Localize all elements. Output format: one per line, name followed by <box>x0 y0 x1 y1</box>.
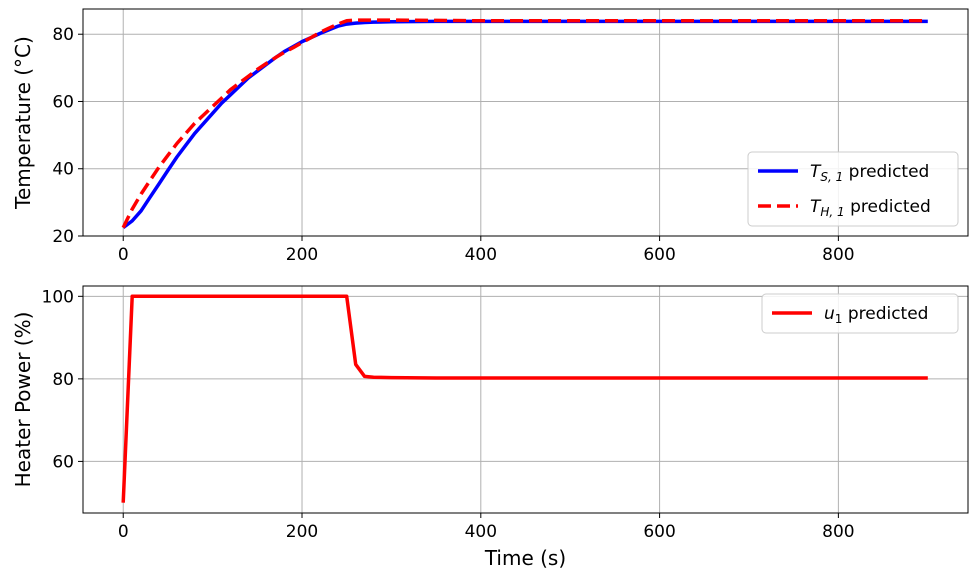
x-tick-label: 600 <box>643 245 675 265</box>
y-tick-label: 100 <box>42 287 74 307</box>
y-axis-label: Heater Power (%) <box>11 312 35 488</box>
plot-frame <box>82 285 969 514</box>
x-tick-label: 0 <box>118 522 129 542</box>
y-axis-label: Temperature (°C) <box>11 36 35 210</box>
legend-box <box>747 151 959 227</box>
x-tick-label: 0 <box>118 245 129 265</box>
legend: u1 predicted <box>761 293 959 334</box>
x-tick-label: 800 <box>822 522 854 542</box>
y-tick-label: 20 <box>52 227 74 247</box>
y-tick-label: 60 <box>52 92 74 112</box>
legend-label-1: TS, 1 predicted <box>810 162 929 184</box>
series-line-1-2 <box>121 18 928 229</box>
x-tick-label: 400 <box>465 245 497 265</box>
series-line-2-1 <box>121 294 928 503</box>
x-tick-label: 400 <box>465 522 497 542</box>
y-tick-label: 40 <box>52 160 74 180</box>
y-tick-label: 80 <box>52 25 74 45</box>
legend: TS, 1 predicted TH, 1 predicted <box>747 151 959 227</box>
legend-label-1: u1 predicted <box>824 304 928 326</box>
y-tick-label: 80 <box>52 370 74 390</box>
x-tick-label: 800 <box>822 245 854 265</box>
plot-frame <box>82 8 969 237</box>
legend-label-2: TH, 1 predicted <box>810 197 931 219</box>
subplot-2: 0 200 400 600 800 60 80 100 Heater Power (%) Time… <box>11 285 969 570</box>
x-tick-label: 200 <box>286 245 318 265</box>
legend-box <box>761 293 959 334</box>
x-tick-label: 200 <box>286 522 318 542</box>
y-tick-label: 60 <box>52 452 74 472</box>
subplot-1: 0 200 400 600 800 20 40 60 80 Temperature (°C) TS,… <box>11 8 969 265</box>
x-axis-label: Time (s) <box>484 546 566 570</box>
x-tick-label: 600 <box>643 522 675 542</box>
